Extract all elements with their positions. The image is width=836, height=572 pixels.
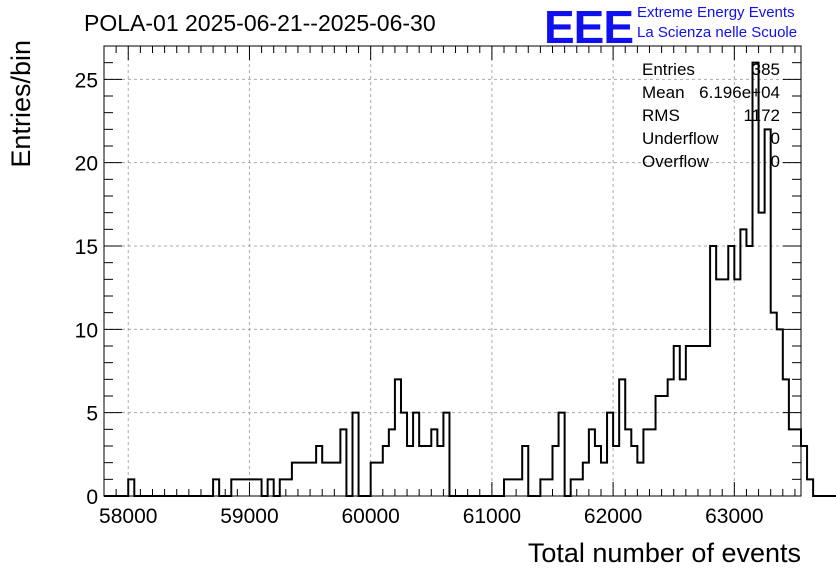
x-tick-label: 63000 xyxy=(705,505,763,528)
stat-row-overflow: Overflow 0 xyxy=(642,152,780,175)
stat-value: 1172 xyxy=(743,106,780,125)
stat-row-mean: Mean 6.196e+04 xyxy=(642,83,780,106)
stat-value: 385 xyxy=(751,60,780,79)
stat-label: Entries xyxy=(642,60,695,79)
x-tick-label: 62000 xyxy=(584,505,642,528)
stat-value: 0 xyxy=(770,152,780,171)
x-tick-label: 61000 xyxy=(463,505,521,528)
axis-ticks xyxy=(103,45,801,497)
stat-label: Mean xyxy=(642,83,685,102)
stat-value: 6.196e+04 xyxy=(699,83,780,102)
stats-box: Entries 385 Mean 6.196e+04 RMS 1172 Unde… xyxy=(642,60,780,175)
y-axis-label: Entries/bin xyxy=(6,40,36,168)
y-tick-label: 15 xyxy=(75,236,98,259)
chart-title: POLA-01 2025-06-21--2025-06-30 xyxy=(84,10,436,36)
stat-label: RMS xyxy=(642,106,680,125)
y-tick-label: 10 xyxy=(75,319,98,342)
eee-logo: EEE xyxy=(544,1,634,53)
x-axis-label: Total number of events xyxy=(528,538,801,568)
y-tick-label: 0 xyxy=(86,486,98,509)
axis-tick-labels: 58000 59000 60000 61000 62000 63000 0 5 10 15 20 25 xyxy=(75,69,764,528)
stat-row-rms: RMS 1172 xyxy=(642,106,780,129)
x-tick-label: 58000 xyxy=(99,505,157,528)
y-tick-label: 5 xyxy=(86,403,98,426)
stat-row-underflow: Underflow 0 xyxy=(642,129,780,152)
stat-label: Overflow xyxy=(642,152,710,171)
x-tick-label: 60000 xyxy=(341,505,399,528)
plot-frame xyxy=(103,45,802,497)
y-tick-label: 25 xyxy=(75,69,98,92)
x-tick-label: 59000 xyxy=(220,505,278,528)
y-tick-label: 20 xyxy=(75,153,98,176)
logo-line-1: Extreme Energy Events xyxy=(637,4,795,21)
stat-value: 0 xyxy=(770,129,780,148)
stat-row-entries: Entries 385 xyxy=(642,60,780,83)
logo-line-2: La Scienza nelle Scuole xyxy=(637,24,798,41)
stat-label: Underflow xyxy=(642,129,719,148)
